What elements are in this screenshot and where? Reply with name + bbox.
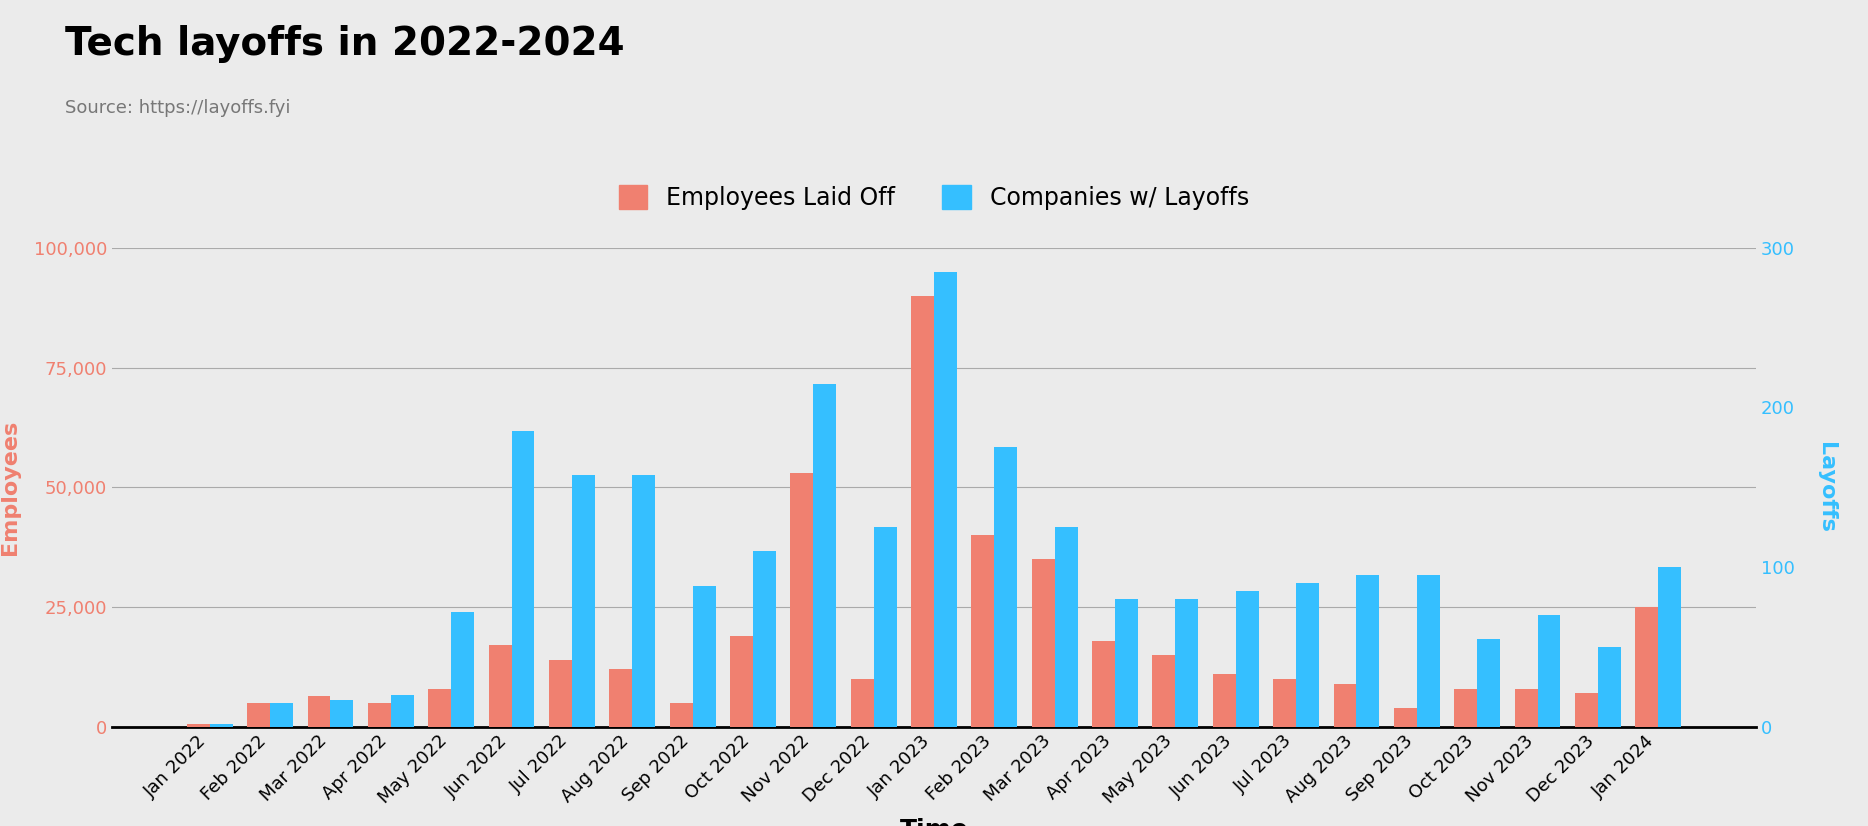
- Bar: [572, 475, 594, 727]
- Bar: [331, 700, 353, 727]
- Bar: [1356, 575, 1379, 727]
- Bar: [669, 703, 693, 727]
- Bar: [874, 527, 897, 727]
- Bar: [631, 475, 656, 727]
- Bar: [753, 551, 775, 727]
- Bar: [693, 586, 715, 727]
- Bar: [489, 645, 512, 727]
- Bar: [609, 669, 631, 727]
- Bar: [730, 636, 753, 727]
- Bar: [971, 535, 994, 727]
- Bar: [912, 296, 934, 727]
- Bar: [1296, 583, 1319, 727]
- Y-axis label: Layoffs: Layoffs: [1816, 442, 1836, 533]
- Y-axis label: Employees: Employees: [0, 420, 21, 555]
- Bar: [1212, 674, 1237, 727]
- Bar: [271, 703, 293, 727]
- Bar: [209, 724, 234, 727]
- Bar: [390, 695, 413, 727]
- Bar: [1634, 607, 1659, 727]
- Text: Source: https://layoffs.fyi: Source: https://layoffs.fyi: [65, 99, 291, 117]
- Bar: [1274, 679, 1296, 727]
- Bar: [1537, 615, 1560, 727]
- Bar: [1093, 641, 1115, 727]
- Bar: [790, 473, 813, 727]
- Bar: [1334, 684, 1356, 727]
- Legend: Employees Laid Off, Companies w/ Layoffs: Employees Laid Off, Companies w/ Layoffs: [607, 173, 1261, 222]
- Bar: [994, 448, 1018, 727]
- Bar: [368, 703, 390, 727]
- Bar: [308, 695, 331, 727]
- Text: Tech layoffs in 2022-2024: Tech layoffs in 2022-2024: [65, 25, 626, 63]
- Bar: [1394, 708, 1416, 727]
- Bar: [1478, 639, 1500, 727]
- Bar: [549, 660, 572, 727]
- Bar: [428, 689, 452, 727]
- Bar: [813, 383, 837, 727]
- Bar: [850, 679, 874, 727]
- Bar: [1455, 689, 1478, 727]
- Bar: [1575, 693, 1597, 727]
- Bar: [1153, 655, 1175, 727]
- X-axis label: Time: Time: [900, 819, 968, 826]
- Bar: [1115, 599, 1138, 727]
- Bar: [1031, 559, 1055, 727]
- Bar: [1416, 575, 1440, 727]
- Bar: [1055, 527, 1078, 727]
- Bar: [247, 703, 271, 727]
- Bar: [1515, 689, 1537, 727]
- Bar: [1597, 647, 1621, 727]
- Bar: [934, 272, 956, 727]
- Bar: [1659, 567, 1681, 727]
- Bar: [187, 724, 209, 727]
- Bar: [452, 612, 474, 727]
- Bar: [1237, 591, 1259, 727]
- Bar: [1175, 599, 1199, 727]
- Bar: [512, 431, 534, 727]
